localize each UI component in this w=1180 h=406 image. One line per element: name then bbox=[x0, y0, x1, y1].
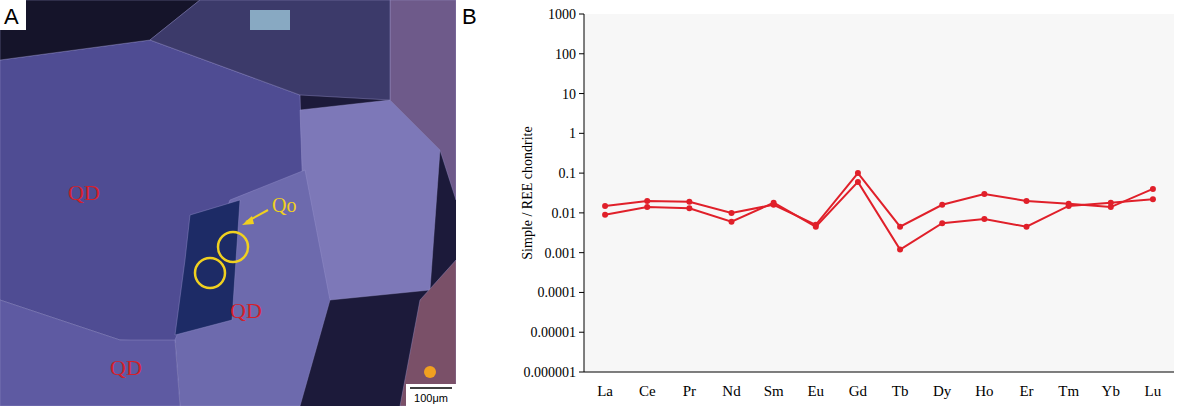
panel-label-box bbox=[0, 0, 26, 30]
point bbox=[602, 203, 608, 209]
y-tick bbox=[579, 332, 584, 333]
y-tick-label: 1 bbox=[569, 126, 576, 141]
arrow-head bbox=[242, 216, 254, 225]
point bbox=[897, 247, 903, 253]
crystal bbox=[400, 260, 456, 406]
x-tick-label: La bbox=[597, 383, 613, 399]
point bbox=[686, 199, 692, 205]
y-tick-label: 1000 bbox=[548, 7, 576, 22]
y-tick-label: 0.0001 bbox=[538, 285, 577, 300]
point bbox=[602, 212, 608, 218]
scale-bar-box bbox=[406, 384, 456, 406]
x-tick-label: Eu bbox=[807, 383, 824, 399]
x-axis bbox=[584, 372, 1174, 373]
point bbox=[1150, 186, 1156, 192]
y-tick-label: 10 bbox=[562, 87, 576, 102]
point bbox=[729, 219, 735, 225]
x-tick-label: Pr bbox=[683, 383, 696, 399]
bright-spot bbox=[424, 366, 436, 378]
series-line bbox=[605, 182, 1153, 250]
x-tick-label: Sm bbox=[764, 383, 784, 399]
point bbox=[855, 179, 861, 185]
y-tick bbox=[579, 252, 584, 253]
mineral-label: Qo bbox=[272, 194, 296, 216]
point bbox=[1024, 224, 1030, 230]
image-background bbox=[0, 0, 456, 406]
crystal bbox=[0, 300, 180, 406]
y-tick bbox=[579, 53, 584, 54]
y-tick-label: 0.000001 bbox=[524, 365, 577, 380]
mineral-label: QD bbox=[68, 180, 100, 205]
y-tick-label: 0.00001 bbox=[531, 325, 577, 340]
point bbox=[981, 216, 987, 222]
mineral-label: QD bbox=[110, 355, 142, 380]
y-tick-label: 0.1 bbox=[559, 166, 577, 181]
y-tick bbox=[579, 372, 584, 373]
y-tick bbox=[579, 14, 584, 15]
point bbox=[939, 202, 945, 208]
y-tick-label: 0.001 bbox=[545, 246, 577, 261]
point bbox=[771, 200, 777, 206]
crystal bbox=[150, 0, 390, 100]
crystal bbox=[175, 170, 330, 406]
x-tick-label: Dy bbox=[933, 383, 952, 399]
point bbox=[1108, 200, 1114, 206]
y-tick bbox=[579, 292, 584, 293]
y-axis-title: Simple / REE chondrite bbox=[520, 126, 535, 259]
series-group bbox=[602, 170, 1156, 252]
bright-spot bbox=[250, 10, 290, 30]
point bbox=[1024, 198, 1030, 204]
y-tick-label: 100 bbox=[555, 47, 576, 62]
panel-label: B bbox=[462, 4, 477, 29]
y-tick bbox=[579, 133, 584, 134]
point bbox=[686, 205, 692, 211]
x-tick-label: Yb bbox=[1102, 383, 1120, 399]
point bbox=[897, 224, 903, 230]
point bbox=[644, 204, 650, 210]
figure: QD QD QD Qo 100μm A B 0.000001 0.00001 0.0001 0.00… bbox=[0, 0, 1180, 406]
analysis-spot bbox=[195, 258, 225, 288]
x-tick-label: Tb bbox=[892, 383, 909, 399]
series-line bbox=[605, 173, 1153, 227]
x-tick-label: Ho bbox=[975, 383, 993, 399]
point bbox=[981, 191, 987, 197]
mineral-label: QD bbox=[230, 298, 262, 323]
point bbox=[1150, 196, 1156, 202]
point bbox=[855, 170, 861, 176]
analysis-spot bbox=[218, 232, 248, 262]
point bbox=[813, 224, 819, 230]
point bbox=[1066, 203, 1072, 209]
x-tick-label: Gd bbox=[849, 383, 868, 399]
y-tick bbox=[579, 173, 584, 174]
image-panel: QD QD QD Qo 100μm bbox=[0, 0, 456, 406]
point bbox=[729, 210, 735, 216]
point bbox=[939, 220, 945, 226]
y-tick bbox=[579, 93, 584, 94]
y-axis bbox=[584, 14, 585, 372]
plot-area bbox=[584, 14, 1174, 372]
x-tick-label: Tm bbox=[1058, 383, 1079, 399]
x-tick-label: Er bbox=[1019, 383, 1033, 399]
y-tick bbox=[579, 212, 584, 213]
scale-bar-label: 100μm bbox=[414, 392, 448, 404]
x-tick-label: Ce bbox=[639, 383, 656, 399]
scale-bar bbox=[410, 387, 452, 389]
point bbox=[644, 198, 650, 204]
panel-label: A bbox=[4, 4, 19, 29]
x-tick-label: Lu bbox=[1145, 383, 1162, 399]
y-tick-label: 0.01 bbox=[552, 206, 577, 221]
crystal bbox=[390, 0, 456, 200]
x-tick-label: Nd bbox=[722, 383, 741, 399]
